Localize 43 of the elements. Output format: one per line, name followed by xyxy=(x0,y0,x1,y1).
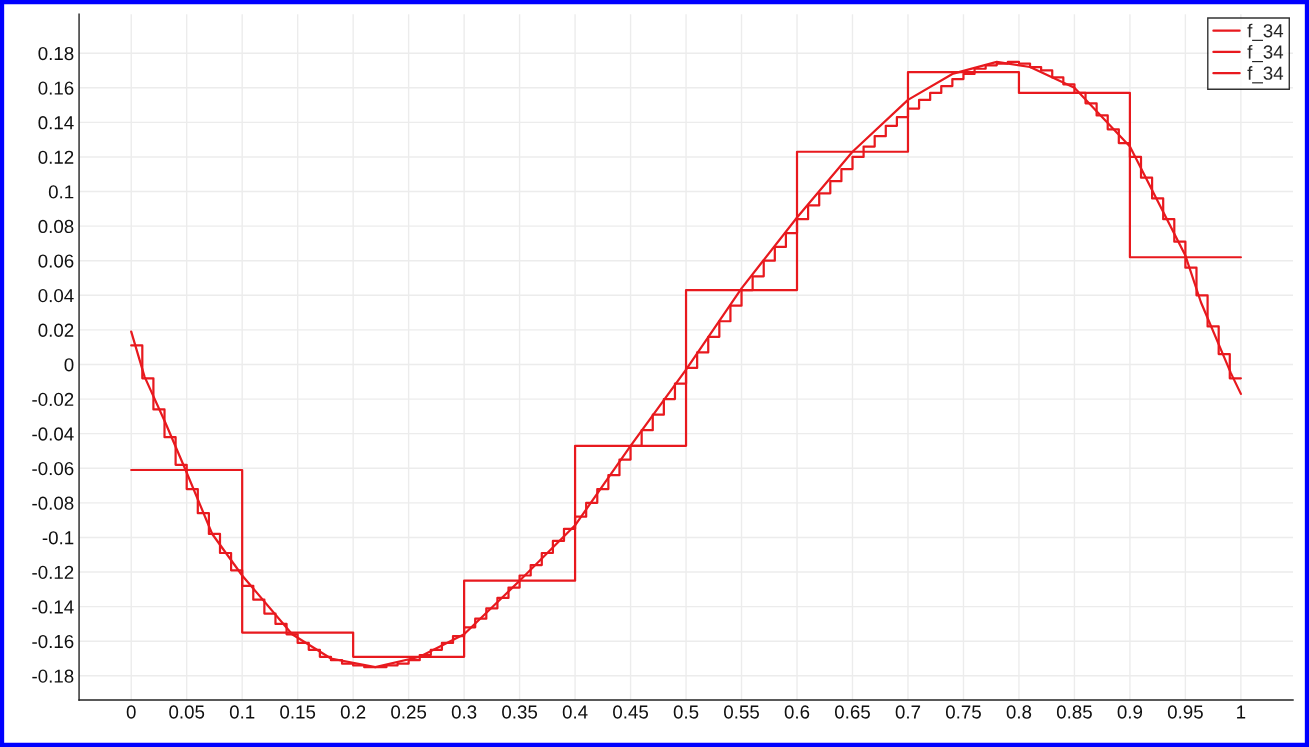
x-tick-label: 0 xyxy=(126,705,136,719)
x-tick-label: 0.05 xyxy=(169,705,205,719)
x-tick-label: 0.4 xyxy=(562,705,588,719)
x-tick-label: 0.25 xyxy=(391,705,427,719)
x-tick-label: 0.8 xyxy=(1006,705,1032,719)
y-tick-label: 0.12 xyxy=(38,150,74,164)
x-tick-label: 0.45 xyxy=(613,705,649,719)
legend-label: f_34 xyxy=(1247,66,1284,84)
y-tick-label: -0.08 xyxy=(32,496,74,510)
y-tick-label: -0.04 xyxy=(32,427,74,441)
x-tick-label: 0.9 xyxy=(1117,705,1143,719)
y-tick-label: 0.14 xyxy=(38,116,74,130)
x-tick-label: 0.55 xyxy=(724,705,759,719)
x-tick-label: 0.1 xyxy=(229,705,255,719)
y-tick-label: 0.02 xyxy=(38,323,74,337)
y-tick-label: 0.04 xyxy=(38,289,74,303)
x-tick-label: 0.35 xyxy=(502,705,538,719)
x-tick-label: 0.6 xyxy=(784,705,810,719)
x-tick-label: 0.75 xyxy=(945,705,981,719)
x-tick-label: 1 xyxy=(1237,705,1246,719)
y-tick-label: 0.08 xyxy=(38,219,74,234)
y-tick-label: -0.16 xyxy=(32,634,74,649)
y-tick-label: -0.12 xyxy=(32,565,74,580)
x-tick-label: 0.65 xyxy=(834,705,870,719)
y-tick-label: 0.18 xyxy=(38,46,74,61)
y-tick-label: 0.16 xyxy=(38,81,74,95)
y-tick-label: -0.06 xyxy=(32,461,74,476)
legend-label: f_34 xyxy=(1247,44,1284,63)
x-tick-label: 0.3 xyxy=(451,705,477,719)
y-tick-label: -0.02 xyxy=(32,392,74,407)
x-tick-label: 0.15 xyxy=(280,705,316,719)
y-tick-label: -0.14 xyxy=(32,600,74,614)
legend-label: f_34 xyxy=(1247,23,1284,41)
y-tick-label: -0.1 xyxy=(42,531,74,545)
x-tick-label: 0.5 xyxy=(673,705,699,719)
x-tick-label: 0.95 xyxy=(1167,705,1203,719)
y-tick-label: 0.1 xyxy=(48,185,74,199)
y-tick-label: 0 xyxy=(64,358,74,372)
y-tick-label: 0.06 xyxy=(38,254,74,268)
x-tick-label: 0.2 xyxy=(340,705,366,719)
x-tick-label: 0.85 xyxy=(1056,705,1092,719)
y-tick-label: -0.18 xyxy=(32,669,74,683)
x-tick-label: 0.7 xyxy=(895,705,921,719)
